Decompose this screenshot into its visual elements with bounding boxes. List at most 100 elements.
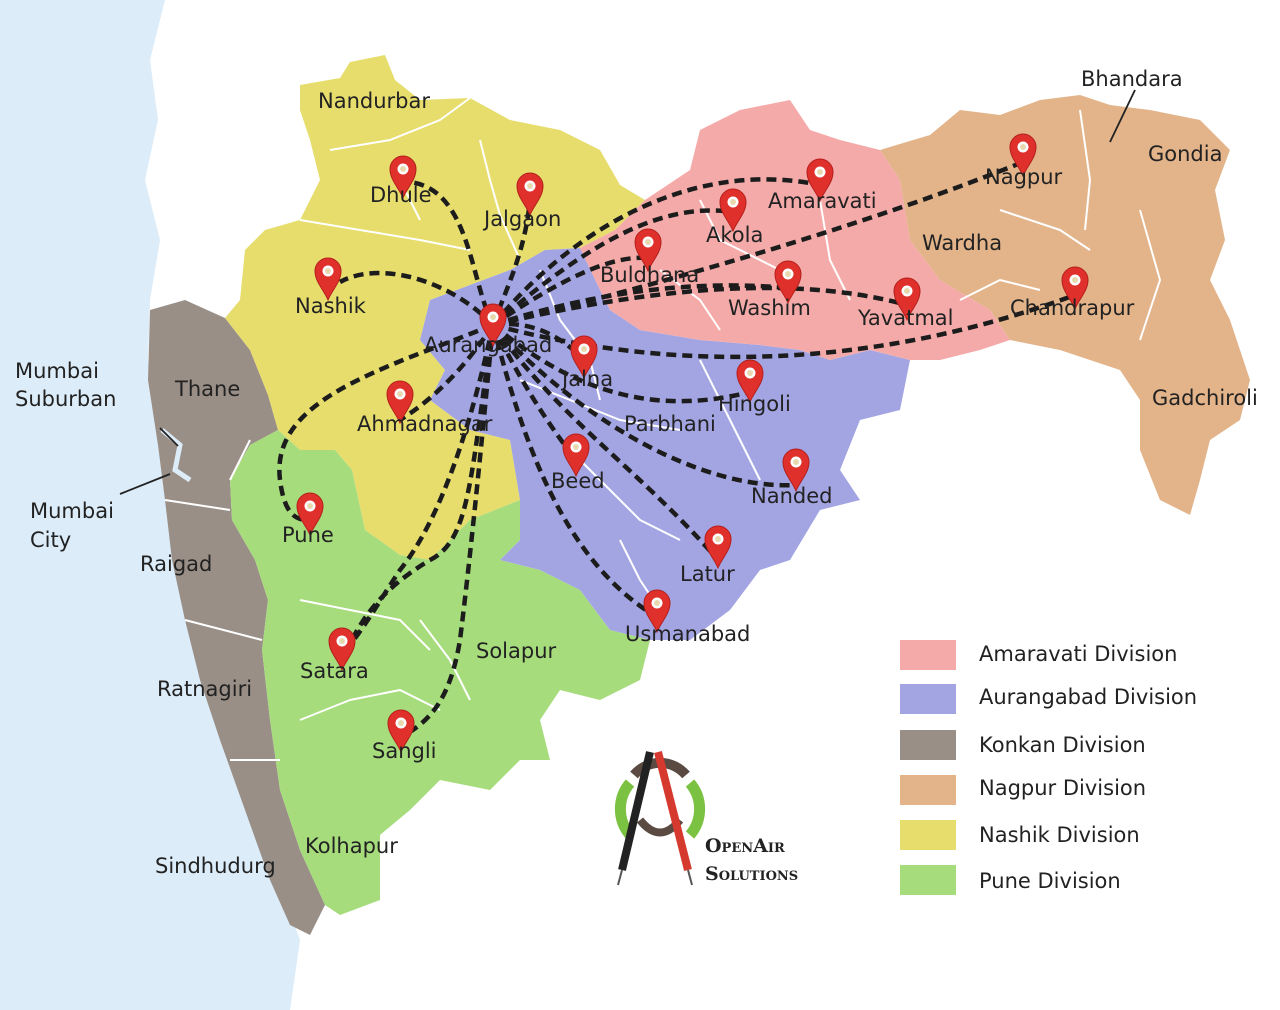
label-kolhapur: Kolhapur — [305, 834, 398, 858]
legend-swatch-konkan — [900, 730, 956, 760]
label-jalna: Jalna — [560, 367, 613, 391]
logo-text-line1: OpenAir — [705, 835, 785, 857]
label-mumbai-suburban-line1: Mumbai — [15, 359, 99, 383]
district-labels: Nandurbar Dhule Jalgaon Nashik Aurangaba… — [15, 67, 1258, 878]
route-amaravati — [491, 177, 821, 327]
label-nashik: Nashik — [295, 294, 367, 318]
pin-jalgaon-icon[interactable] — [516, 172, 544, 217]
openair-logo: OpenAir Solutions — [614, 751, 798, 886]
route-hingoli — [491, 323, 751, 404]
pin-nanded-icon[interactable] — [782, 448, 810, 493]
sea-area — [0, 0, 300, 1010]
pin-dhule-icon[interactable] — [389, 155, 417, 200]
legend-label-aurangabad: Aurangabad Division — [979, 685, 1197, 709]
route-pune-north — [277, 322, 494, 523]
region-pune — [230, 430, 650, 915]
pin-aurangabad-icon[interactable] — [479, 303, 507, 348]
label-yavatmal: Yavatmal — [857, 306, 954, 330]
pin-washim-icon[interactable] — [774, 260, 802, 305]
label-hingoli: Hingoli — [718, 392, 791, 416]
route-nagpur — [492, 159, 1024, 328]
legend-label-nagpur: Nagpur Division — [979, 776, 1146, 800]
route-jalna — [492, 321, 586, 362]
mumbai-creek — [160, 428, 192, 483]
label-raigad: Raigad — [140, 552, 212, 576]
route-satara — [343, 324, 496, 652]
leader-mumbai-city — [119, 473, 171, 495]
label-bhandara: Bhandara — [1081, 67, 1183, 91]
pin-chandrapur-icon[interactable] — [1061, 266, 1089, 311]
pin-hingoli-icon[interactable] — [736, 359, 764, 404]
label-chandrapur: Chandrapur — [1010, 296, 1135, 320]
route-nashik — [338, 270, 495, 327]
route-ahmadnagar — [398, 323, 495, 422]
pin-buldhana-icon[interactable] — [634, 228, 662, 273]
legend-swatch-nagpur — [900, 775, 956, 805]
pin-latur-icon[interactable] — [704, 525, 732, 570]
route-akola — [491, 208, 734, 327]
legend-label-amaravati: Amaravati Division — [979, 642, 1177, 666]
region-aurangabad — [420, 248, 910, 640]
label-nagpur: Nagpur — [985, 165, 1063, 189]
label-latur: Latur — [680, 562, 735, 586]
label-thane: Thane — [174, 377, 240, 401]
label-sangli: Sangli — [372, 739, 437, 763]
pin-usmanabad-icon[interactable] — [643, 589, 671, 634]
label-nandurbar: Nandurbar — [318, 89, 430, 113]
label-aurangabad: Aurangabad — [424, 333, 552, 357]
label-mumbai-suburban-line2: Suburban — [15, 387, 116, 411]
legend-label-nashik: Nashik Division — [979, 823, 1140, 847]
pin-jalna-icon[interactable] — [570, 335, 598, 380]
pin-pune-icon[interactable] — [296, 492, 324, 537]
location-pins — [296, 133, 1089, 754]
label-akola: Akola — [706, 223, 763, 247]
label-mumbai-city-line1: Mumbai — [30, 499, 114, 523]
pin-beed-icon[interactable] — [562, 433, 590, 478]
label-sindhudurg: Sindhudurg — [155, 854, 276, 878]
label-washim: Washim — [728, 296, 811, 320]
label-pune: Pune — [282, 523, 334, 547]
pin-ahmadnagar-icon[interactable] — [386, 380, 414, 425]
compass-logo-icon — [614, 751, 706, 886]
pin-akola-icon[interactable] — [719, 188, 747, 233]
route-latur — [491, 323, 720, 562]
label-parbhani: Parbhani — [624, 412, 716, 436]
route-solapur-curve — [342, 324, 496, 656]
route-nanded — [491, 323, 797, 488]
pin-yavatmal-icon[interactable] — [893, 277, 921, 322]
label-jalgaon: Jalgaon — [482, 207, 561, 231]
legend: Amaravati Division Aurangabad Division K… — [900, 640, 1197, 895]
label-dhule: Dhule — [370, 183, 432, 207]
legend-label-pune: Pune Division — [979, 869, 1121, 893]
label-usmanabad: Usmanabad — [625, 622, 750, 646]
route-jalgaon — [490, 199, 533, 326]
label-amaravati: Amaravati — [768, 189, 877, 213]
route-buldhana — [491, 255, 649, 327]
label-gadchiroli: Gadchiroli — [1152, 386, 1258, 410]
logo-text-line2: Solutions — [705, 863, 798, 885]
label-satara: Satara — [300, 659, 369, 683]
leader-mumbai-suburban — [159, 427, 179, 447]
label-wardha: Wardha — [922, 231, 1002, 255]
region-konkan — [148, 300, 325, 935]
legend-swatch-amaravati — [900, 640, 956, 670]
legend-swatch-pune — [900, 865, 956, 895]
pin-nagpur-icon[interactable] — [1009, 133, 1037, 178]
label-ratnagiri: Ratnagiri — [157, 677, 252, 701]
label-buldhana: Buldhana — [600, 263, 699, 287]
pin-amaravati-icon[interactable] — [806, 158, 834, 203]
pin-nashik-icon[interactable] — [314, 257, 342, 302]
label-nanded: Nanded — [751, 484, 832, 508]
legend-label-konkan: Konkan Division — [979, 733, 1146, 757]
label-ahmadnagar: Ahmadnagar — [357, 412, 493, 436]
label-solapur: Solapur — [476, 639, 557, 663]
pin-satara-icon[interactable] — [328, 627, 356, 672]
legend-swatch-nashik — [900, 820, 956, 850]
label-beed: Beed — [551, 469, 605, 493]
pin-sangli-icon[interactable] — [387, 709, 415, 754]
label-gondia: Gondia — [1148, 142, 1222, 166]
route-sangli — [403, 324, 496, 737]
leader-bhandara — [1109, 89, 1136, 143]
route-beed — [490, 324, 578, 462]
